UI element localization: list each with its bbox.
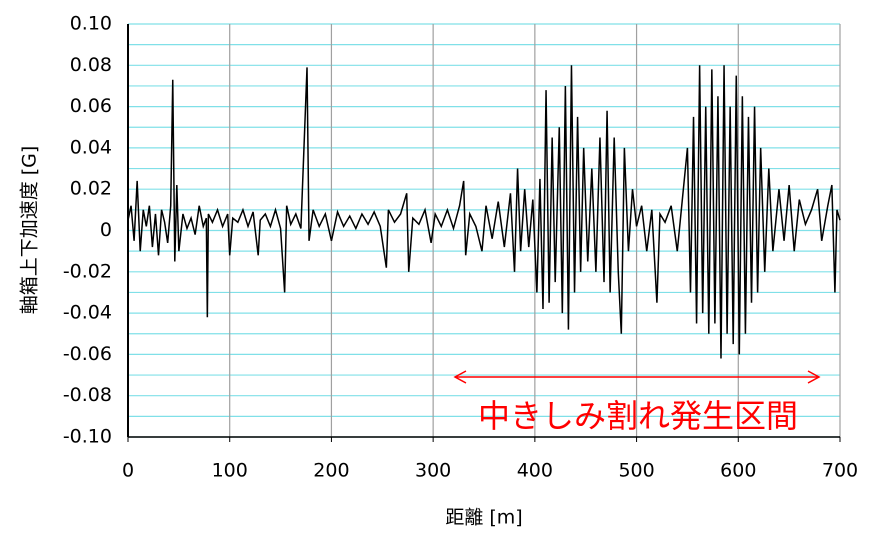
y-tick-label: 0 (100, 219, 112, 241)
y-tick-label: -0.04 (63, 302, 112, 324)
annotation-arrowhead (807, 370, 821, 384)
y-tick-label: -0.02 (63, 260, 112, 282)
x-tick-label: 500 (618, 460, 654, 482)
x-tick-label: 0 (122, 460, 134, 482)
y-tick-label: 0.04 (70, 136, 112, 158)
annotation-arrowhead (453, 370, 467, 384)
y-tick-label: 0.10 (70, 13, 112, 35)
x-tick-label: 100 (212, 460, 248, 482)
x-tick-label: 200 (313, 460, 349, 482)
annotation-text: 中きしみ割れ発生区間 (478, 397, 798, 435)
y-tick-label: 0.08 (70, 54, 112, 76)
y-axis-label: 軸箱上下加速度 [G] (19, 146, 41, 315)
data-line (127, 65, 841, 359)
x-tick-label: 400 (517, 460, 553, 482)
x-tick-label: 600 (720, 460, 756, 482)
x-tick-label: 700 (822, 460, 858, 482)
y-tick-label: 0.02 (70, 178, 112, 200)
y-tick-label: -0.10 (63, 426, 112, 448)
x-tick-label: 300 (415, 460, 451, 482)
x-axis-label: 距離 [m] (445, 507, 522, 529)
y-tick-label: 0.06 (70, 95, 112, 117)
y-tick-label: -0.06 (63, 343, 112, 365)
y-tick-label: -0.08 (63, 384, 112, 406)
